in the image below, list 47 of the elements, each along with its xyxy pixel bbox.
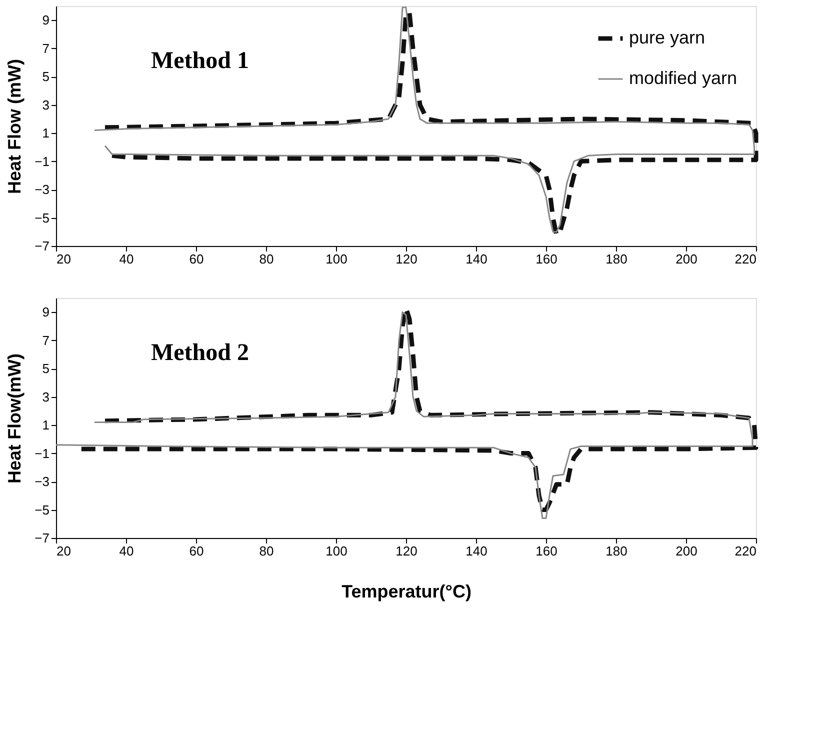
x-tick-label: 220 [734,544,756,558]
y-tick-label: −5 [34,502,50,518]
x-tick-label: 20 [56,544,71,558]
x-tick-label: 200 [676,544,698,558]
annotation: Method 1 [151,48,249,74]
x-tick-label: 80 [259,252,274,266]
x-axis-title: Temperatur(°C) [342,582,472,602]
x-tick-label: 20 [56,252,71,266]
x-tick-label: 100 [326,544,348,558]
y-axis-title: Heat Flow (mW) [4,59,25,194]
x-tick-label: 100 [326,252,348,266]
y-tick-label: −3 [34,474,50,490]
y-tick-label: 9 [42,12,50,28]
y-tick-label: 5 [42,361,50,376]
y-tick-label: 3 [42,97,50,112]
legend-label: pure yarn [629,28,706,48]
x-tick-label: 120 [396,252,418,266]
legend-label: modified yarn [629,68,738,88]
y-tick-label: 1 [42,126,50,141]
y-tick-label: 1 [42,418,50,433]
x-tick-label: 60 [189,544,204,558]
y-tick-label: −7 [34,238,50,254]
x-tick-label: 200 [676,252,698,266]
x-tick-label: 140 [466,252,488,266]
y-axis-title: Heat Flow(mW) [4,354,25,484]
x-tick-label: 220 [734,252,756,266]
x-tick-label: 60 [189,252,204,266]
x-tick-label: 160 [536,252,558,266]
y-tick-label: −1 [34,446,50,461]
y-tick-label: −5 [34,210,50,226]
y-tick-label: −1 [34,154,50,169]
x-tick-label: 120 [396,544,418,558]
y-tick-label: 3 [42,389,50,404]
y-tick-label: 9 [42,304,50,320]
x-tick-label: 40 [119,252,134,266]
y-tick-label: 7 [42,40,50,56]
x-tick-label: 140 [466,544,488,558]
y-tick-label: −7 [34,530,50,546]
y-tick-label: 5 [42,69,50,84]
annotation: Method 2 [151,340,249,366]
y-tick-label: 7 [42,332,50,348]
x-tick-label: 180 [606,544,628,558]
x-tick-label: 80 [259,544,274,558]
y-tick-label: −3 [34,182,50,198]
x-tick-label: 40 [119,544,134,558]
x-tick-label: 160 [536,544,558,558]
x-tick-label: 180 [606,252,628,266]
